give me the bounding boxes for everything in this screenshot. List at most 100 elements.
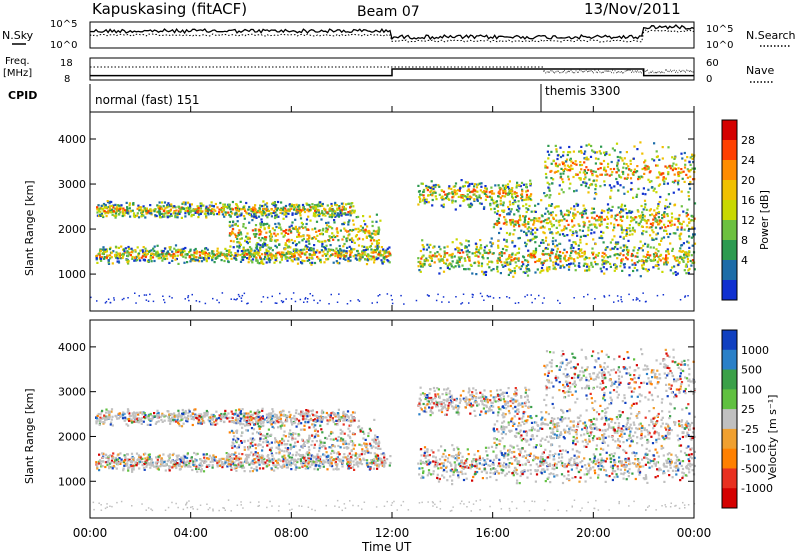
range-gate-cell	[544, 164, 547, 167]
range-gate-cell	[176, 462, 179, 465]
range-gate-cell	[324, 246, 327, 249]
station-title: Kapuskasing (fitACF)	[92, 0, 247, 18]
range-gate-cell	[576, 173, 579, 176]
range-gate-cell	[274, 258, 277, 261]
range-gate-cell	[245, 458, 249, 461]
range-gate-cell	[687, 252, 690, 255]
range-gate-cell	[311, 462, 314, 465]
range-gate-cell	[275, 204, 278, 207]
range-gate-cell	[646, 245, 649, 248]
range-gate-cell	[559, 265, 562, 268]
range-gate-cell	[573, 260, 576, 263]
range-gate-cell	[191, 293, 193, 296]
range-gate-cell	[181, 202, 184, 205]
range-gate-cell	[674, 271, 677, 274]
range-gate-cell	[525, 193, 529, 196]
range-gate-cell	[515, 257, 518, 260]
range-gate-cell	[467, 189, 471, 192]
range-gate-cell	[684, 163, 687, 166]
range-gate-cell	[593, 260, 597, 264]
range-gate-cell	[480, 185, 483, 188]
range-gate-cell	[101, 248, 104, 251]
range-gate-cell	[209, 460, 212, 463]
range-gate-cell	[301, 203, 305, 207]
range-gate-cell	[111, 213, 114, 216]
range-gate-cell	[605, 261, 608, 264]
range-gate-cell	[245, 235, 248, 238]
range-gate-cell	[626, 227, 629, 230]
range-gate-cell	[590, 228, 593, 231]
nave-line-themis	[543, 69, 694, 74]
range-gate-cell	[235, 299, 237, 301]
range-gate-cell	[349, 459, 353, 462]
range-gate-cell	[552, 264, 555, 267]
range-gate-cell	[222, 209, 226, 212]
range-gate-cell	[344, 207, 347, 210]
range-gate-cell	[325, 455, 328, 458]
range-gate-cell	[299, 459, 303, 463]
range-gate-cell	[382, 459, 385, 462]
range-gate-cell	[610, 173, 613, 176]
range-gate-cell	[513, 267, 516, 270]
range-gate-cell	[616, 155, 619, 159]
range-gate-cell	[522, 215, 525, 218]
range-gate-cell	[483, 249, 486, 252]
range-gate-cell	[158, 216, 162, 219]
range-gate-cell	[458, 260, 461, 263]
range-gate-cell	[263, 258, 266, 261]
range-gate-cell	[448, 185, 451, 188]
range-gate-cell	[321, 210, 324, 213]
range-gate-cell	[508, 200, 511, 203]
range-gate-cell	[134, 462, 137, 465]
range-gate-cell	[526, 189, 529, 192]
range-gate-cell	[257, 243, 260, 246]
range-gate-cell	[435, 255, 438, 258]
range-gate-cell	[507, 186, 510, 189]
range-gate-cell	[285, 298, 287, 300]
range-gate-cell	[328, 460, 331, 464]
range-gate-cell	[217, 254, 220, 257]
range-gate-cell	[345, 251, 348, 255]
range-gate-cell	[138, 456, 141, 459]
range-gate-cell	[339, 213, 342, 216]
range-gate-cell	[600, 217, 603, 220]
range-gate-cell	[236, 207, 239, 210]
range-gate-cell	[205, 453, 208, 456]
range-gate-cell	[610, 189, 613, 192]
range-gate-cell	[283, 254, 286, 257]
range-gate-cell	[626, 176, 629, 179]
range-gate-cell	[611, 147, 614, 150]
range-gate-cell	[284, 257, 287, 260]
range-gate-cell	[640, 259, 643, 263]
colorbar-swatch	[722, 200, 737, 221]
range-gate-cell	[194, 208, 197, 211]
range-gate-cell	[270, 212, 273, 215]
range-gate-cell	[183, 250, 186, 253]
range-gate-cell	[605, 152, 608, 155]
range-gate-cell	[112, 206, 115, 209]
range-gate-cell	[316, 234, 319, 237]
range-gate-cell	[678, 237, 681, 240]
range-gate-cell	[276, 467, 279, 470]
range-gate-cell	[580, 255, 583, 258]
range-gate-cell	[458, 248, 461, 251]
range-gate-cell	[661, 214, 664, 217]
range-gate-cell	[364, 253, 367, 256]
range-gate-cell	[285, 461, 288, 464]
range-gate-cell	[187, 295, 190, 297]
range-gate-cell	[329, 248, 333, 251]
range-gate-cell	[155, 463, 158, 466]
range-gate-cell	[545, 207, 548, 210]
range-gate-cell	[236, 237, 239, 240]
cpid-mode-normal: normal (fast) 151	[95, 93, 199, 107]
range-gate-cell	[200, 459, 203, 462]
range-gate-cell	[466, 195, 469, 199]
range-gate-cell	[580, 151, 583, 154]
range-gate-cell	[621, 249, 624, 252]
range-gate-cell	[150, 252, 153, 255]
range-gate-cell	[165, 463, 168, 466]
range-gate-cell	[341, 208, 344, 211]
range-gate-cell	[358, 254, 361, 257]
range-gate-cell	[349, 253, 352, 256]
range-gate-cell	[517, 210, 520, 213]
